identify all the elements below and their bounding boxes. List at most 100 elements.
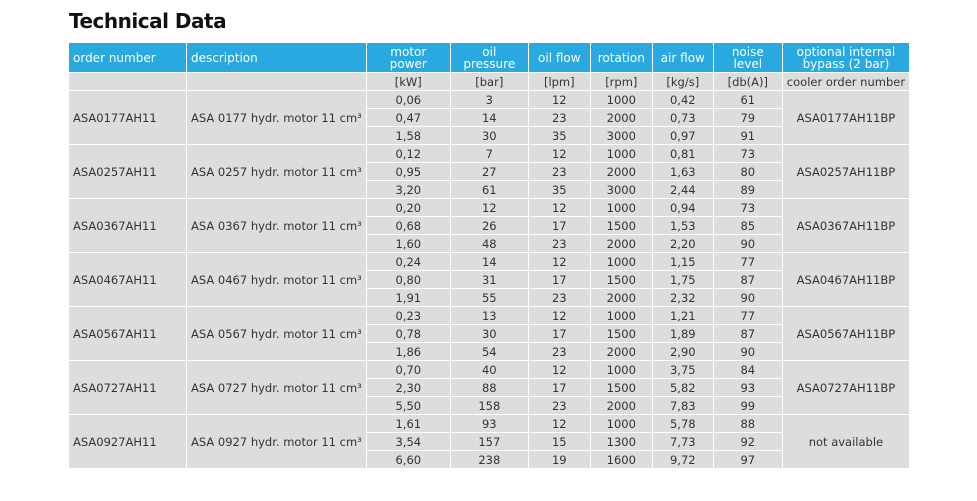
- value-cell: 1,15: [651, 252, 714, 271]
- value-cell: 35: [527, 180, 591, 199]
- description: ASA 0727 hydr. motor 11 cm³: [186, 360, 367, 415]
- value-cell: 12: [527, 90, 591, 109]
- value-cell: 1000: [589, 144, 653, 163]
- value-cell: 1,21: [651, 306, 714, 325]
- value-cell: 40: [449, 360, 529, 379]
- bypass-order-number: ASA0567AH11BP: [781, 306, 911, 361]
- value-cell: 3000: [589, 126, 653, 145]
- value-cell: 17: [527, 324, 591, 343]
- value-cell: 2,20: [651, 234, 714, 253]
- value-cell: 0,97: [651, 126, 714, 145]
- value-cell: 2,90: [651, 342, 714, 361]
- value-cell: 0,47: [365, 108, 451, 127]
- value-cell: 14: [449, 252, 529, 271]
- value-cell: 1,75: [651, 270, 714, 289]
- value-cell: 48: [449, 234, 529, 253]
- value-cell: 77: [712, 252, 783, 271]
- value-cell: 2000: [589, 396, 653, 415]
- header-cell: optional internal bypass (2 bar): [781, 42, 911, 73]
- value-cell: 17: [527, 270, 591, 289]
- value-cell: 2000: [589, 234, 653, 253]
- data-row: 6,60 238 19 1600 9,72 97: [69, 450, 910, 469]
- value-cell: 0,94: [651, 198, 714, 217]
- value-cell: 2000: [589, 162, 653, 181]
- value-cell: 2000: [589, 288, 653, 307]
- technical-table: order number description motor power oil pr…: [68, 42, 911, 469]
- value-cell: 1000: [589, 306, 653, 325]
- value-cell: 0,23: [365, 306, 451, 325]
- value-cell: 9,72: [651, 450, 714, 469]
- bypass-order-number: ASA0367AH11BP: [781, 198, 911, 253]
- value-cell: 23: [527, 234, 591, 253]
- value-cell: 12: [527, 414, 591, 433]
- data-row: ASA0927AH11 ASA 0927 hydr. motor 11 cm³ 1,…: [68, 414, 911, 469]
- value-cell: 0,42: [651, 90, 714, 109]
- value-cell: 23: [527, 162, 591, 181]
- description: ASA 0367 hydr. motor 11 cm³: [186, 198, 367, 253]
- value-cell: 1,61: [365, 414, 451, 433]
- header-row: order number description motor power oil pr…: [68, 42, 911, 73]
- data-row: ASA0467AH11 ASA 0467 hydr. motor 11 cm³ 0,…: [68, 252, 911, 307]
- value-cell: 1500: [589, 378, 653, 397]
- value-cell: 80: [712, 162, 783, 181]
- value-cell: 1000: [589, 360, 653, 379]
- value-cell: 99: [712, 396, 783, 415]
- value-cell: 89: [712, 180, 783, 199]
- value-cell: 61: [712, 90, 783, 109]
- value-cell: 23: [527, 396, 591, 415]
- order-number: ASA0567AH11: [68, 306, 187, 361]
- value-cell: 73: [712, 144, 783, 163]
- value-cell: 1000: [589, 252, 653, 271]
- value-cell: 0,73: [651, 108, 714, 127]
- value-cell: 88: [712, 414, 783, 433]
- value-cell: 1,53: [651, 216, 714, 235]
- order-number: ASA0727AH11: [68, 360, 187, 415]
- page-title: Technical Data: [69, 9, 227, 33]
- unit-cell: cooler order number: [781, 72, 911, 91]
- value-cell: 1,60: [365, 234, 451, 253]
- bypass-order-number: ASA0727AH11BP: [781, 360, 911, 415]
- data-row: 0,47 14 23 2000 0,73 79: [69, 108, 910, 127]
- data-row: 5,50 158 23 2000 7,83 99: [69, 396, 910, 415]
- value-cell: 97: [712, 450, 783, 469]
- header-cell: oil flow: [527, 42, 591, 73]
- order-number: ASA0177AH11: [68, 90, 187, 145]
- value-cell: 26: [449, 216, 529, 235]
- header-cell: air flow: [651, 42, 714, 73]
- value-cell: 93: [449, 414, 529, 433]
- data-row: 3,20 61 35 3000 2,44 89: [69, 180, 910, 199]
- value-cell: 5,82: [651, 378, 714, 397]
- value-cell: 0,12: [365, 144, 451, 163]
- description: ASA 0467 hydr. motor 11 cm³: [186, 252, 367, 307]
- data-row: ASA0727AH11 ASA 0727 hydr. motor 11 cm³ 0,…: [68, 360, 911, 415]
- value-cell: 79: [712, 108, 783, 127]
- unit-cell: [bar]: [449, 72, 529, 91]
- value-cell: 91: [712, 126, 783, 145]
- value-cell: 0,80: [365, 270, 451, 289]
- value-cell: 238: [449, 450, 529, 469]
- value-cell: 1000: [589, 414, 653, 433]
- value-cell: 93: [712, 378, 783, 397]
- value-cell: 90: [712, 342, 783, 361]
- value-cell: 1500: [589, 270, 653, 289]
- value-cell: 1000: [589, 198, 653, 217]
- value-cell: 7,83: [651, 396, 714, 415]
- value-cell: 1,89: [651, 324, 714, 343]
- unit-cell: [db(A)]: [712, 72, 783, 91]
- value-cell: 54: [449, 342, 529, 361]
- order-number: ASA0927AH11: [68, 414, 187, 469]
- data-row: ASA0257AH11 ASA 0257 hydr. motor 11 cm³ 0,…: [68, 144, 911, 199]
- value-cell: 3,20: [365, 180, 451, 199]
- units-row: [kW] [bar] [lpm] [rpm] [kg/s] [db(A)] cooler o…: [68, 72, 911, 91]
- order-number: ASA0467AH11: [68, 252, 187, 307]
- bypass-order-number: not available: [781, 414, 911, 469]
- value-cell: 92: [712, 432, 783, 451]
- value-cell: 12: [527, 144, 591, 163]
- value-cell: 1600: [589, 450, 653, 469]
- value-cell: 0,95: [365, 162, 451, 181]
- description: ASA 0567 hydr. motor 11 cm³: [186, 306, 367, 361]
- value-cell: 35: [527, 126, 591, 145]
- value-cell: 17: [527, 378, 591, 397]
- value-cell: 13: [449, 306, 529, 325]
- description: ASA 0927 hydr. motor 11 cm³: [186, 414, 367, 469]
